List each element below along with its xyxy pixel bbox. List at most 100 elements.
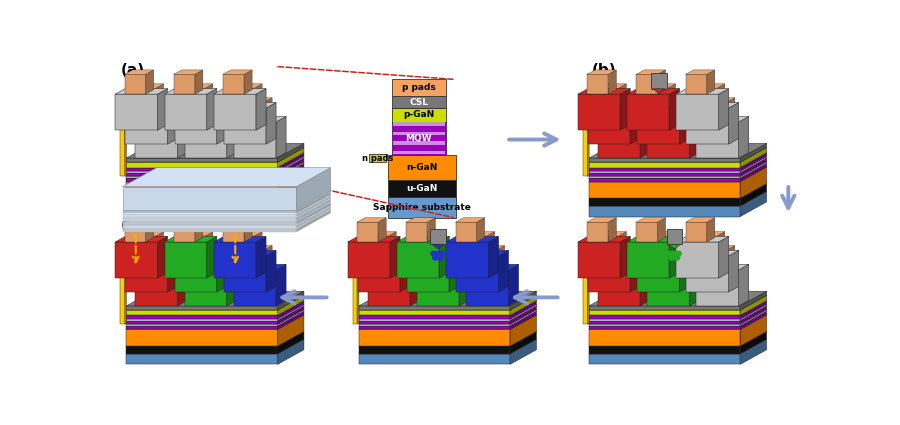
Polygon shape <box>590 162 740 167</box>
Polygon shape <box>122 229 296 232</box>
Polygon shape <box>194 98 223 102</box>
Polygon shape <box>459 264 470 306</box>
Polygon shape <box>135 84 164 88</box>
Polygon shape <box>205 84 213 108</box>
Polygon shape <box>217 250 227 292</box>
Circle shape <box>653 100 658 105</box>
Polygon shape <box>740 153 767 171</box>
Polygon shape <box>359 332 536 346</box>
Polygon shape <box>175 250 227 256</box>
Polygon shape <box>120 121 126 122</box>
Polygon shape <box>122 203 330 221</box>
Polygon shape <box>740 167 767 198</box>
Polygon shape <box>729 250 739 292</box>
Polygon shape <box>608 98 636 102</box>
Polygon shape <box>740 295 767 315</box>
Polygon shape <box>359 306 536 321</box>
Polygon shape <box>590 153 767 167</box>
Polygon shape <box>175 108 217 144</box>
Polygon shape <box>174 218 203 222</box>
Polygon shape <box>636 222 658 242</box>
Polygon shape <box>677 88 729 94</box>
Polygon shape <box>510 304 536 321</box>
Polygon shape <box>296 206 330 228</box>
Polygon shape <box>729 102 739 144</box>
Polygon shape <box>647 270 689 306</box>
Polygon shape <box>122 206 330 225</box>
Polygon shape <box>233 88 254 108</box>
Polygon shape <box>489 236 499 278</box>
Polygon shape <box>456 250 508 256</box>
Circle shape <box>668 251 672 256</box>
Polygon shape <box>727 98 734 122</box>
Polygon shape <box>359 315 536 329</box>
Polygon shape <box>158 236 167 278</box>
Polygon shape <box>740 156 767 173</box>
Polygon shape <box>194 102 215 122</box>
Polygon shape <box>358 250 410 256</box>
Polygon shape <box>627 94 670 130</box>
Polygon shape <box>740 291 767 310</box>
Polygon shape <box>636 218 666 222</box>
Polygon shape <box>656 250 678 270</box>
Polygon shape <box>207 236 217 278</box>
Polygon shape <box>678 246 686 270</box>
Polygon shape <box>126 339 304 354</box>
Circle shape <box>660 100 664 105</box>
Polygon shape <box>640 116 651 158</box>
Polygon shape <box>223 218 252 222</box>
Polygon shape <box>706 218 715 242</box>
Polygon shape <box>740 332 767 354</box>
Polygon shape <box>397 236 449 242</box>
Polygon shape <box>165 242 207 278</box>
Polygon shape <box>357 268 359 324</box>
Polygon shape <box>146 70 154 94</box>
Polygon shape <box>620 88 630 130</box>
Polygon shape <box>265 98 272 122</box>
Text: u-GaN: u-GaN <box>406 184 437 193</box>
Polygon shape <box>126 173 277 176</box>
Polygon shape <box>276 116 286 158</box>
Polygon shape <box>233 232 262 236</box>
Polygon shape <box>167 250 177 292</box>
Polygon shape <box>122 167 330 187</box>
Polygon shape <box>598 122 640 158</box>
Polygon shape <box>277 312 304 329</box>
Polygon shape <box>165 236 217 242</box>
Bar <box>392 151 445 154</box>
Circle shape <box>670 251 675 256</box>
Text: (a): (a) <box>121 62 144 77</box>
Polygon shape <box>740 143 767 162</box>
Polygon shape <box>296 192 330 213</box>
Polygon shape <box>353 268 359 269</box>
Polygon shape <box>739 264 749 306</box>
Polygon shape <box>677 242 719 278</box>
Polygon shape <box>588 250 640 256</box>
Polygon shape <box>588 256 630 292</box>
Text: Sapphire substrate: Sapphire substrate <box>373 203 471 212</box>
Polygon shape <box>590 306 767 321</box>
Polygon shape <box>234 122 276 158</box>
Polygon shape <box>126 181 277 198</box>
Polygon shape <box>213 242 256 278</box>
Polygon shape <box>590 191 767 206</box>
Polygon shape <box>417 270 459 306</box>
Polygon shape <box>497 246 505 270</box>
Polygon shape <box>590 167 767 181</box>
Polygon shape <box>125 108 167 144</box>
Polygon shape <box>277 295 304 315</box>
Polygon shape <box>126 198 277 206</box>
Bar <box>392 132 445 135</box>
Polygon shape <box>126 171 277 173</box>
Polygon shape <box>680 250 689 292</box>
Polygon shape <box>184 116 237 122</box>
Polygon shape <box>244 70 252 94</box>
Text: (e): (e) <box>121 218 144 233</box>
Polygon shape <box>125 268 126 324</box>
Polygon shape <box>637 250 689 256</box>
Polygon shape <box>122 225 296 228</box>
Polygon shape <box>697 264 749 270</box>
Polygon shape <box>145 246 174 250</box>
Polygon shape <box>658 218 666 242</box>
Polygon shape <box>590 329 740 346</box>
